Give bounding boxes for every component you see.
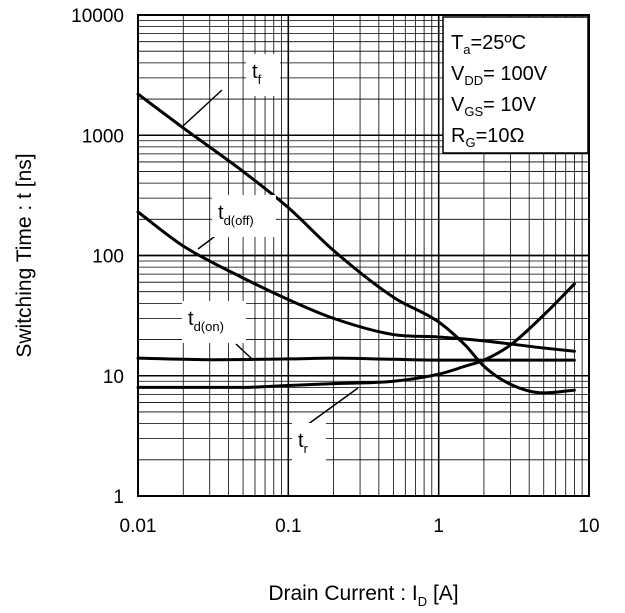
curve-label-sub: f xyxy=(258,72,262,87)
plot-frame xyxy=(137,14,590,497)
curve-label-background xyxy=(212,195,276,237)
condition-line: VGS= 10V xyxy=(451,94,537,119)
condition-value: =25ºC xyxy=(470,32,526,54)
curve-label: tf xyxy=(252,61,262,87)
series-line-tf xyxy=(136,92,576,395)
condition-subscript: GS xyxy=(464,104,483,119)
curve-label-background xyxy=(292,423,326,465)
y-axis-title: Switching Time : t [ns] xyxy=(13,153,36,357)
x-tick-label: 10 xyxy=(578,516,599,537)
curve-label: td(on) xyxy=(188,308,224,334)
condition-symbol: T xyxy=(451,32,463,54)
x-axis-title: Drain Current : ID [A] xyxy=(268,582,458,609)
y-tick-label: 1000 xyxy=(82,126,124,147)
series-line-td-on xyxy=(136,356,576,362)
curve-label: td(off) xyxy=(218,202,254,228)
curve-label-leader xyxy=(235,343,253,360)
curve-label-main: t xyxy=(218,202,224,224)
x-tick-labels: 0.01 0.1 1 10 xyxy=(120,516,600,537)
condition-line: RG=10Ω xyxy=(451,125,525,150)
condition-subscript: G xyxy=(465,135,475,150)
curve-label-main: t xyxy=(188,308,194,330)
x-axis-title-unit: [A] xyxy=(427,582,459,605)
curve-label-sub: d(on) xyxy=(194,319,224,334)
y-tick-label: 10 xyxy=(103,367,124,388)
curve-label-background xyxy=(246,54,280,96)
x-tick-label: 0.1 xyxy=(275,516,301,537)
condition-symbol: R xyxy=(451,125,465,147)
series-line-tr xyxy=(136,282,576,389)
curve-label-sub: r xyxy=(304,441,309,456)
condition-line: VDD= 100V xyxy=(451,63,548,88)
curve-label-sub: d(off) xyxy=(224,213,254,228)
curve-label-main: t xyxy=(298,430,304,452)
curve-label: tr xyxy=(298,430,309,456)
condition-value: =10Ω xyxy=(476,125,525,147)
condition-value: = 100V xyxy=(483,63,548,85)
y-tick-label: 1 xyxy=(113,487,124,508)
condition-symbol: V xyxy=(451,63,465,85)
condition-subscript: a xyxy=(463,42,471,57)
y-tick-label: 10000 xyxy=(71,6,124,27)
x-axis-title-sub: D xyxy=(418,594,427,609)
series-lines xyxy=(136,92,576,395)
y-tick-label: 100 xyxy=(92,247,124,268)
curve-label-background xyxy=(182,301,246,343)
x-tick-label: 1 xyxy=(433,516,444,537)
condition-value: = 10V xyxy=(483,94,536,116)
condition-symbol: V xyxy=(451,94,465,116)
condition-subscript: DD xyxy=(464,73,483,88)
x-axis-title-main: Drain Current : I xyxy=(268,582,417,605)
x-tick-label: 0.01 xyxy=(120,516,157,537)
curve-label-leader xyxy=(182,89,223,127)
conditions-box-frame xyxy=(442,16,589,154)
curve-label-main: t xyxy=(252,61,258,83)
condition-line: Ta=25ºC xyxy=(451,32,526,57)
y-tick-labels: 1 10 100 1000 10000 xyxy=(71,6,124,508)
